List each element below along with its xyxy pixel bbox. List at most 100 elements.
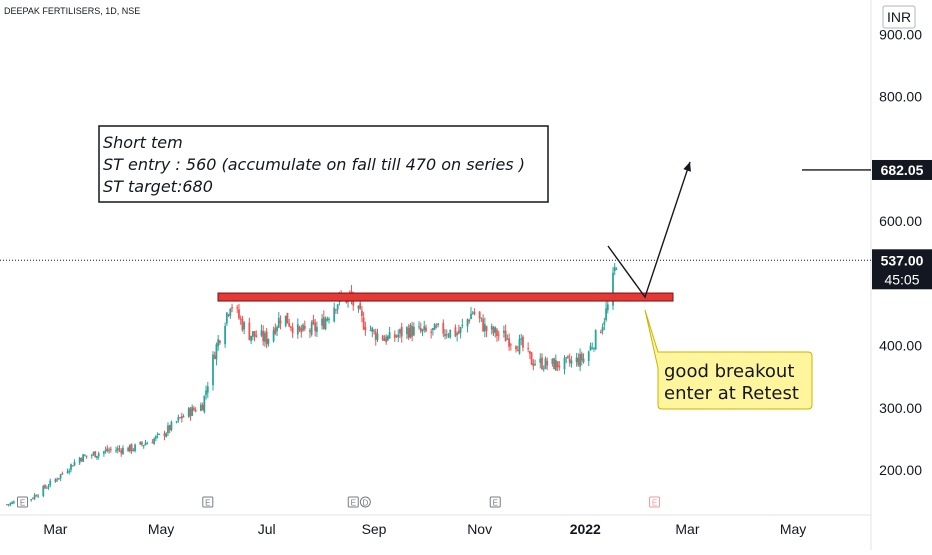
candle-body <box>139 441 142 445</box>
earnings-marker[interactable]: E <box>489 496 501 508</box>
target-price-marker[interactable]: 682.05 <box>872 159 932 180</box>
candle-body <box>116 448 119 451</box>
candle-body <box>175 421 178 423</box>
candle-body <box>180 416 183 419</box>
candle-body <box>433 323 436 330</box>
candle-body <box>444 334 446 337</box>
candle-body <box>92 452 95 455</box>
candle-body <box>96 455 98 458</box>
candle-body <box>400 326 403 337</box>
candle-body <box>179 417 181 419</box>
candle-body <box>437 323 439 326</box>
candle-body <box>328 319 330 321</box>
candle-body <box>520 338 523 340</box>
candle-body <box>102 451 105 454</box>
candle-body <box>248 322 251 340</box>
candle-body <box>167 425 169 434</box>
candle-body <box>6 504 8 506</box>
candle-body <box>215 344 218 360</box>
candle-body <box>567 355 569 358</box>
candle-body <box>205 390 207 396</box>
earnings-marker[interactable]: E <box>17 496 29 508</box>
candle-body <box>541 357 543 369</box>
candle-body <box>191 406 194 416</box>
candle-body <box>284 315 287 327</box>
candle-body <box>56 479 59 481</box>
note-box[interactable]: Short tem ST entry : 560 (accumulate on … <box>98 125 549 203</box>
candle-body <box>606 304 609 311</box>
currency-button[interactable] <box>882 5 916 29</box>
time-axis[interactable]: Mar May Jul Sep Nov 2022 Mar May <box>43 521 806 537</box>
dividend-marker[interactable]: D <box>359 496 371 508</box>
earnings-marker[interactable]: E <box>347 496 359 508</box>
last-price-marker[interactable]: 537.00 45:05 <box>872 249 932 290</box>
candle-body <box>376 333 379 340</box>
candle-body <box>482 318 485 332</box>
candle-body <box>264 333 266 342</box>
candle-body <box>303 325 306 329</box>
candle-body <box>553 358 556 370</box>
candle-body <box>447 335 450 337</box>
candle-body <box>165 433 168 437</box>
candle-body <box>321 318 323 326</box>
candle-body <box>310 322 313 335</box>
candle-body <box>144 443 147 446</box>
candle-body <box>423 326 426 330</box>
callout[interactable]: good breakout enter at Retest <box>644 309 813 410</box>
resistance-zone[interactable] <box>217 292 674 302</box>
candle-body <box>542 368 545 370</box>
candle-body <box>515 346 517 350</box>
candle-body <box>594 330 597 350</box>
candle-body <box>518 338 521 354</box>
candle-body <box>47 486 50 488</box>
candle-body <box>229 308 232 316</box>
note-line-1: Short tem <box>103 133 183 152</box>
candle-body <box>397 334 400 338</box>
event-marker-label: E <box>493 499 498 508</box>
candle-body <box>12 501 15 503</box>
candle-body <box>187 407 190 417</box>
earnings-marker[interactable]: E <box>202 496 214 508</box>
candle-body <box>106 448 109 452</box>
candle-body <box>435 326 438 328</box>
candle-body <box>359 303 362 310</box>
candle-body <box>146 443 149 445</box>
candle-body <box>213 355 216 359</box>
candle-body <box>253 331 256 337</box>
candle-body <box>33 494 36 499</box>
candle-body <box>9 503 12 505</box>
candle-body <box>239 318 242 320</box>
note-line-2: ST entry : 560 (accumulate on fall till … <box>103 155 525 174</box>
candle-body <box>373 330 375 332</box>
candle-body <box>153 438 156 444</box>
earnings-marker[interactable]: E <box>649 496 661 508</box>
candle-body <box>291 327 294 334</box>
candle-body <box>407 328 410 338</box>
candle-body <box>544 358 547 369</box>
candle-body <box>570 360 573 364</box>
candle-body <box>490 326 493 330</box>
candle-body <box>587 351 590 361</box>
candle-body <box>71 465 74 467</box>
candle-body <box>231 306 233 309</box>
candle-body <box>115 450 117 452</box>
candle-body <box>315 326 318 333</box>
candle-body <box>539 358 542 363</box>
candle-body <box>251 331 254 337</box>
candle-body <box>108 450 110 452</box>
candle-body <box>385 336 388 343</box>
price-tick-label: 800.00 <box>879 89 922 105</box>
candle-body <box>478 311 481 319</box>
price-axis[interactable]: 900.00 800.00 600.00 400.00 300.00 200.00 <box>879 26 922 478</box>
candle-body <box>565 357 568 359</box>
candle-body <box>485 326 488 332</box>
projection-path[interactable] <box>607 161 691 299</box>
candle-body <box>326 318 329 321</box>
candle-body <box>277 317 280 328</box>
candle-body <box>371 327 374 332</box>
candle-body <box>70 464 72 470</box>
candle-body <box>44 485 46 488</box>
